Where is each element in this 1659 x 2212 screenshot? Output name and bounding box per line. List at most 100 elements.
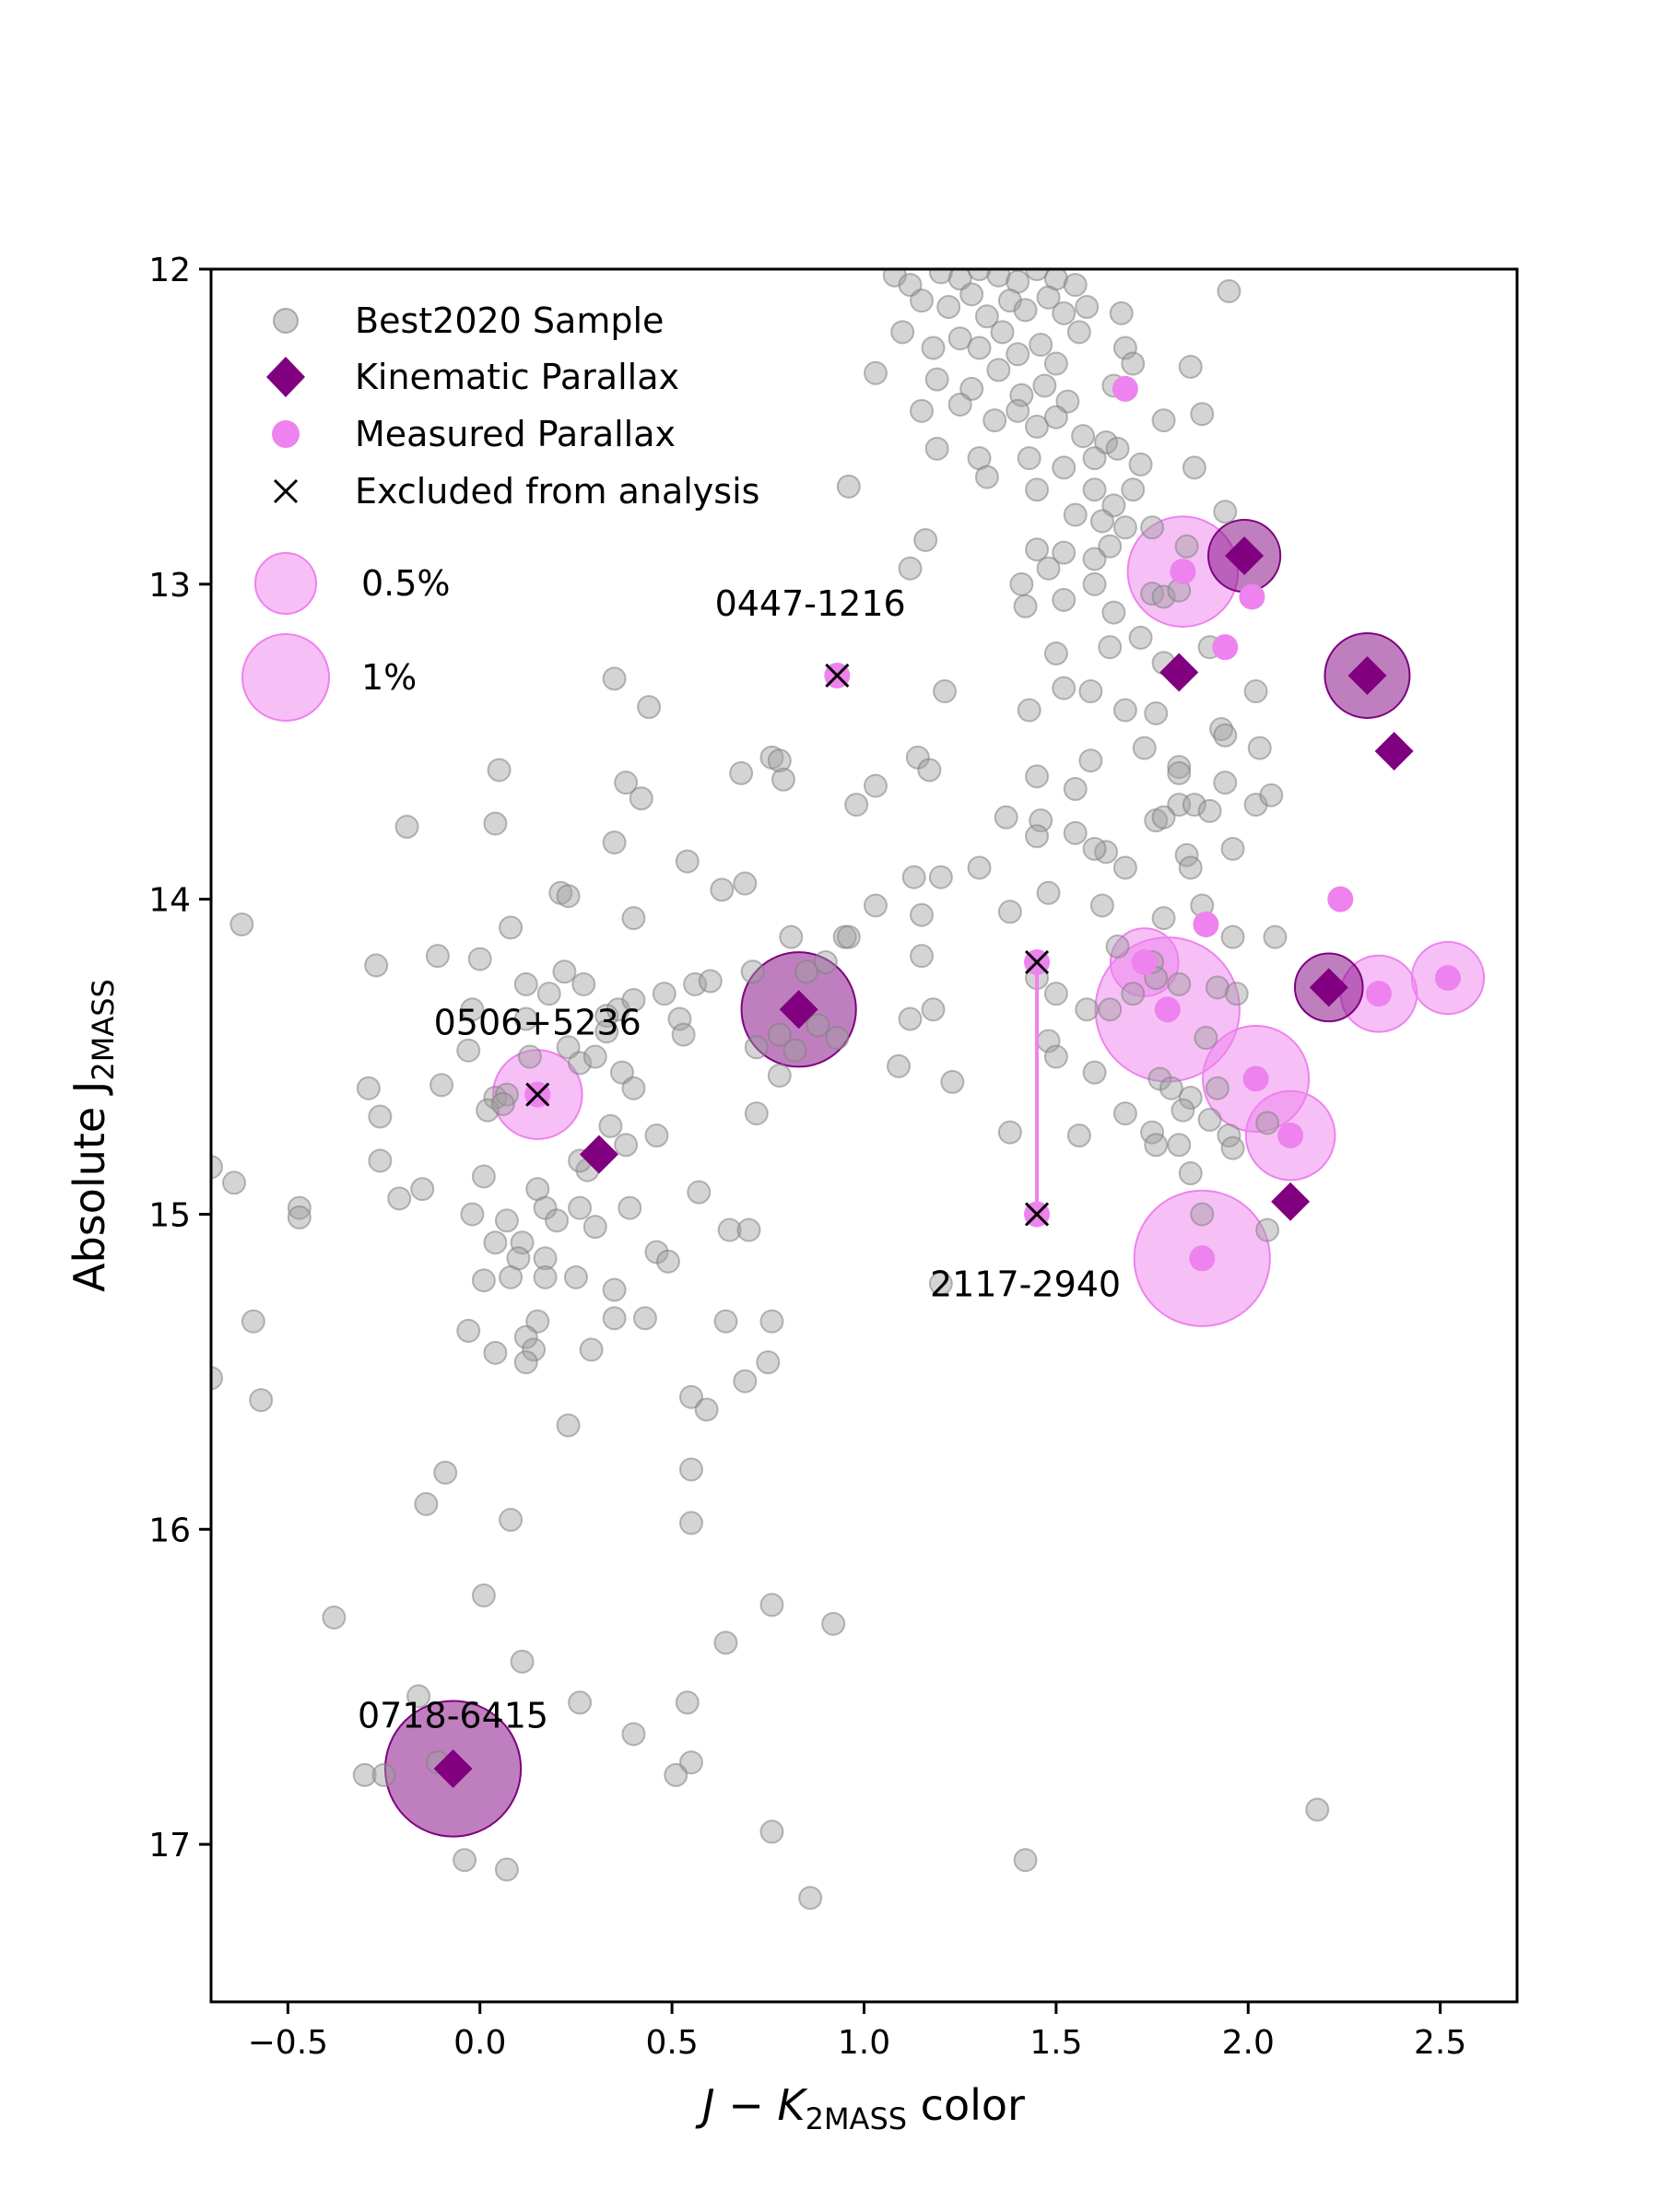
sample-point: [959, 282, 984, 307]
sample-point: [1178, 354, 1203, 379]
sample-point: [614, 771, 639, 795]
sample-point: [1224, 982, 1249, 1006]
sample-point: [1006, 342, 1030, 367]
sample-point: [1078, 748, 1103, 773]
legend-marker-kinematic: [266, 357, 305, 397]
sample-point: [629, 786, 653, 811]
sample-point: [982, 408, 1007, 433]
sample-point: [1105, 934, 1130, 959]
sample-point: [759, 1309, 784, 1334]
x-label-sub: 2MASS: [806, 2101, 907, 2136]
legend-label-sample: Best2020 Sample: [355, 300, 664, 341]
sample-point: [222, 1171, 247, 1195]
annotations: 0447-1216 0506+5236 2117-2940 0718-6415: [358, 583, 1121, 1736]
sample-point: [637, 695, 662, 720]
sample-point: [940, 1069, 965, 1094]
sample-point: [671, 1022, 696, 1047]
sample-point: [678, 1457, 703, 1482]
sample-point: [967, 269, 992, 281]
y-tick-label: 12: [148, 252, 191, 289]
sample-point: [1063, 502, 1088, 527]
sample-point: [782, 1038, 807, 1063]
sample-point: [844, 793, 869, 818]
legend-label-excluded: Excluded from analysis: [355, 471, 759, 512]
measured-point: [1277, 1123, 1304, 1148]
sample-point: [1132, 735, 1157, 760]
measured-point: [1193, 911, 1219, 937]
kinematic-point: [779, 990, 818, 1030]
sample-point: [967, 855, 992, 880]
sample-point: [917, 758, 942, 782]
measured-point: [1239, 583, 1265, 610]
kinematic-point: [1225, 536, 1265, 576]
sample-point: [594, 1019, 619, 1044]
sample-point: [483, 1230, 508, 1255]
sample-point: [1217, 278, 1241, 303]
sample-point: [1013, 1848, 1038, 1873]
sample-point: [1075, 997, 1100, 1022]
sample-point: [1063, 820, 1088, 845]
sample-point: [582, 1215, 607, 1240]
x-tick-label: 1.0: [838, 2024, 890, 2062]
sample-point: [1089, 509, 1114, 534]
sample-point: [1178, 1161, 1203, 1186]
sample-point: [713, 1309, 738, 1334]
legend-size-marker-large: [241, 633, 330, 722]
sample-point: [825, 1026, 850, 1051]
sample-point: [1178, 855, 1203, 880]
sample-point: [921, 335, 946, 360]
sample-point: [533, 1246, 558, 1271]
sample-point: [1078, 679, 1103, 704]
sample-point: [456, 1318, 481, 1343]
sample-point: [1167, 1133, 1192, 1158]
x-tick-label: 2.0: [1222, 2024, 1275, 2062]
y-tick-label: 15: [148, 1196, 191, 1234]
sample-point: [1089, 893, 1114, 918]
sample-point: [414, 1491, 439, 1516]
best2020-sample-points: [211, 269, 1330, 1911]
kinematic-point: [1159, 653, 1199, 692]
measured-point: [1131, 949, 1158, 975]
sample-point: [947, 392, 972, 417]
x-tick-label: 0.0: [453, 2024, 506, 2062]
sample-point: [621, 1722, 646, 1747]
sample-point: [287, 1205, 312, 1230]
sample-point: [1213, 723, 1238, 747]
sample-point: [621, 906, 646, 931]
sample-point: [1063, 273, 1088, 298]
y-tick-label: 16: [148, 1512, 191, 1549]
sample-point: [471, 1164, 496, 1189]
sample-point: [579, 1337, 604, 1362]
measured-point: [1189, 1245, 1216, 1272]
sample-point: [241, 1309, 265, 1334]
sample-point: [1043, 351, 1068, 376]
sample-point: [1082, 477, 1107, 502]
sample-point: [1171, 1098, 1195, 1123]
kinematic-point: [433, 1749, 473, 1789]
sample-point: [1151, 408, 1176, 433]
sample-point: [655, 1249, 680, 1274]
sample-point: [1151, 906, 1176, 931]
sample-point: [1071, 424, 1096, 449]
sample-point: [1025, 269, 1050, 281]
sample-point: [1098, 997, 1123, 1022]
sample-point: [499, 915, 524, 940]
sample-point: [947, 326, 972, 351]
sample-point: [864, 360, 888, 385]
sample-point: [813, 950, 838, 974]
sample-point: [1190, 1202, 1215, 1227]
sample-point: [1043, 641, 1068, 666]
sample-point: [698, 969, 723, 994]
sample-point: [618, 1195, 642, 1220]
kinematic-point: [1271, 1182, 1311, 1221]
sample-point: [568, 1195, 593, 1220]
sample-point: [598, 1113, 623, 1138]
annotation-label: 2117-2940: [930, 1264, 1121, 1304]
sample-point: [1052, 300, 1077, 325]
sample-point: [1036, 880, 1061, 905]
legend-marker-sample: [273, 308, 299, 334]
sample-point: [928, 865, 953, 889]
sample-point: [936, 295, 961, 320]
sample-point: [1063, 777, 1088, 801]
kinematic-point: [1374, 731, 1414, 771]
